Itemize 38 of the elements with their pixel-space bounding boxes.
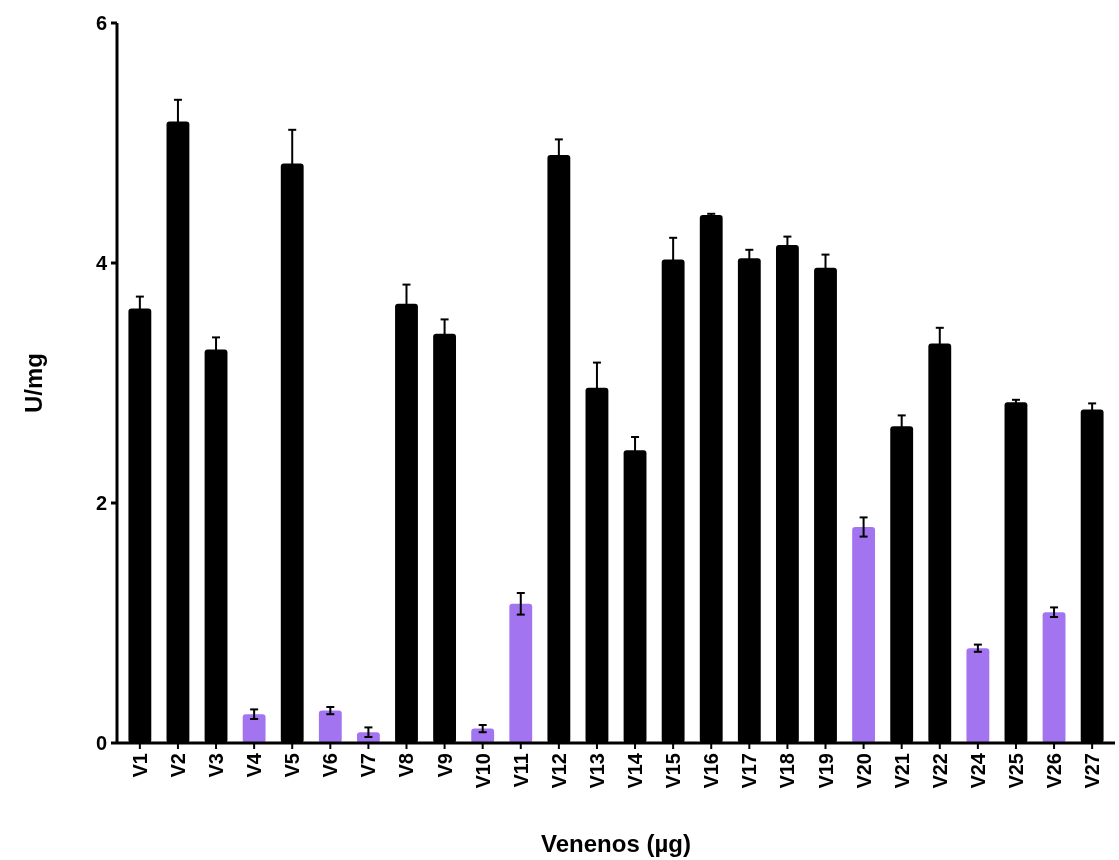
x-tick-label: V8: [395, 753, 418, 778]
x-tick-label: V22: [928, 753, 951, 789]
x-tick-label: V20: [852, 753, 875, 789]
x-tick-label: V24: [966, 752, 989, 789]
x-tick-label: V13: [585, 753, 608, 789]
x-tick-label: V6: [319, 753, 342, 778]
x-tick-label: V26: [1043, 753, 1066, 789]
x-tick-label: V27: [1081, 753, 1104, 789]
y-tick-label: 6: [95, 12, 107, 34]
x-axis-title: Venenos (µg): [541, 830, 691, 857]
x-tick-label: V3: [205, 753, 228, 778]
bar: [852, 527, 876, 743]
bar: [242, 714, 266, 743]
x-tick-label: V15: [662, 753, 685, 789]
x-tick-label: V11: [509, 753, 532, 788]
x-tick-label: V5: [281, 753, 304, 778]
x-tick-label: V21: [890, 753, 913, 789]
x-tick-label: V14: [624, 752, 647, 789]
x-tick-label: V9: [433, 753, 456, 778]
x-tick-label: V4: [243, 752, 266, 778]
x-tick-label: V17: [738, 753, 761, 789]
x-tick-label: V2: [166, 753, 189, 778]
y-tick-label: 0: [95, 732, 107, 754]
x-tick-label: V25: [1004, 753, 1027, 789]
x-tick-label: V18: [776, 753, 799, 789]
x-tick-label: V12: [547, 753, 570, 789]
x-tick-label: V16: [700, 753, 723, 789]
x-tick-label: V10: [471, 753, 494, 789]
y-axis-title: U/mg: [20, 353, 47, 413]
bar: [966, 648, 990, 743]
bar: [318, 710, 342, 743]
bar: [1042, 612, 1066, 743]
x-tick-label: V7: [357, 753, 380, 778]
x-tick-label: V1: [128, 753, 151, 778]
y-tick-label: 4: [95, 252, 108, 274]
y-tick-label: 2: [95, 492, 107, 514]
bar: [509, 603, 533, 743]
x-tick-label: V19: [814, 753, 837, 789]
